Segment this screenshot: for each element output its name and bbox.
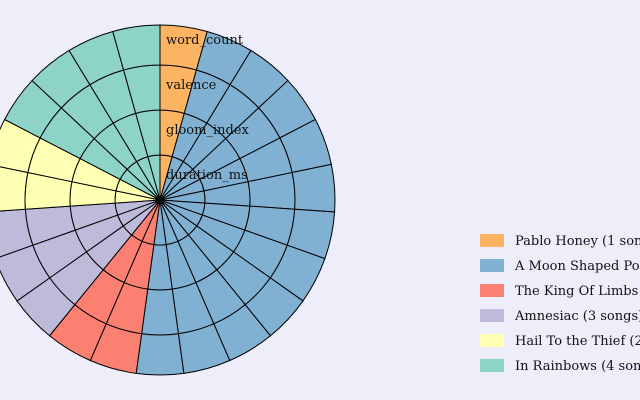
legend-swatch <box>480 359 504 372</box>
ring-label-duration_ms: duration_ms <box>166 168 248 183</box>
legend-swatch <box>480 234 504 247</box>
legend: Pablo Honey (1 songs) A Moon Shaped Pool … <box>480 234 640 374</box>
legend-item: A Moon Shaped Pool (11 songs) <box>480 259 640 274</box>
legend-item: Pablo Honey (1 songs) <box>480 234 640 249</box>
legend-swatch <box>480 259 504 272</box>
segment-word_count-s1-10 <box>135 333 185 376</box>
legend-swatch <box>480 309 504 322</box>
segments-layer <box>0 24 336 376</box>
ring-label-gloom_index: gloom_index <box>166 123 250 138</box>
legend-label: Hail To the Thief (2 songs) <box>515 334 640 349</box>
legend-label: A Moon Shaped Pool (11 songs) <box>514 259 640 274</box>
segment-word_count-s5-3 <box>112 24 161 71</box>
legend-swatch <box>480 284 504 297</box>
ring-label-word_count: word_count <box>166 33 244 48</box>
legend-item: Amnesiac (3 songs) <box>480 309 640 324</box>
legend-label: Amnesiac (3 songs) <box>514 309 640 324</box>
ring-label-valence: valence <box>165 78 217 93</box>
legend-item: The King Of Limbs (2 songs) <box>480 284 640 299</box>
legend-item: In Rainbows (4 songs) <box>480 359 640 374</box>
segment-word_count-s1-4 <box>291 163 336 213</box>
legend-label: In Rainbows (4 songs) <box>515 359 640 374</box>
legend-label: Pablo Honey (1 songs) <box>515 234 640 249</box>
legend-item: Hail To the Thief (2 songs) <box>480 334 640 349</box>
legend-label: The King Of Limbs (2 songs) <box>515 284 640 299</box>
ring-labels-layer: duration_ms gloom_index valence word_count <box>165 33 250 183</box>
legend-swatch <box>480 334 504 347</box>
